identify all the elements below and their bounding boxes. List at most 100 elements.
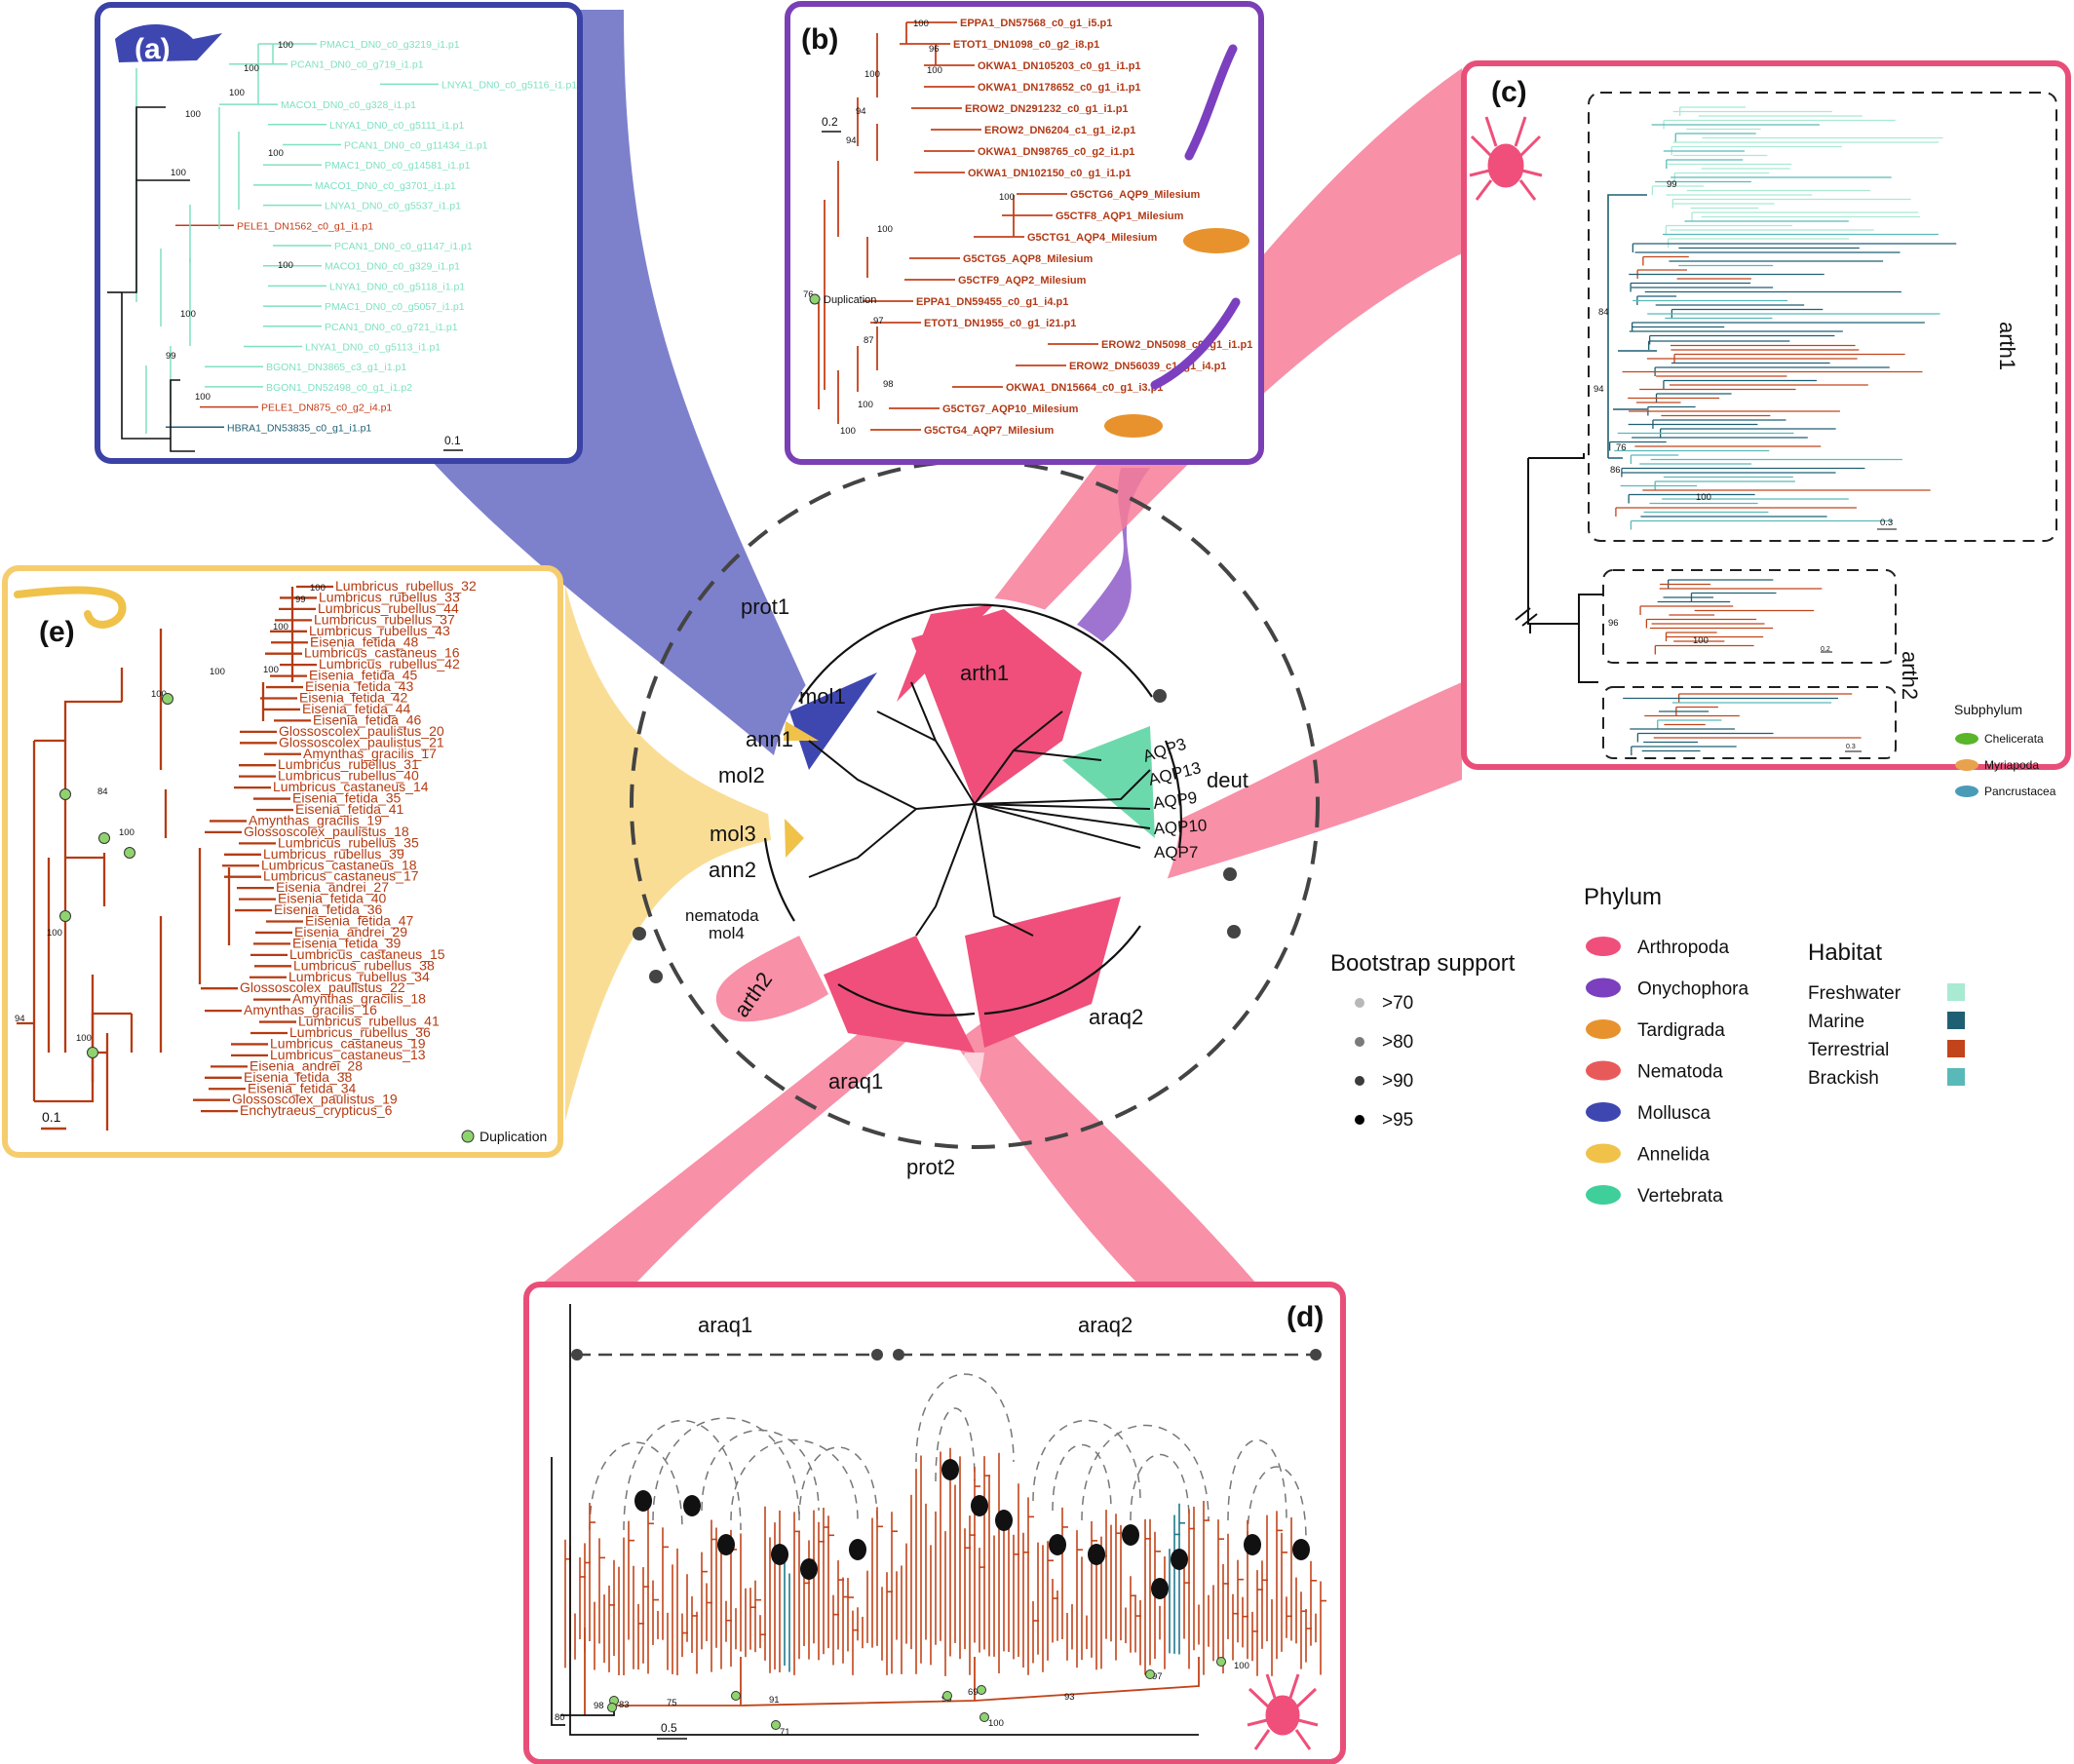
clade-label-ann2: ann2 <box>709 858 756 882</box>
tip-label: Eisenia_andrei_28 <box>250 1057 363 1073</box>
tip-label: Eisenia_fetida_39 <box>292 935 402 950</box>
support-value: 75 <box>667 1698 677 1708</box>
support-value: 76 <box>803 289 814 300</box>
support-value: 69 <box>968 1687 979 1698</box>
support-value: 99 <box>295 594 306 605</box>
dashed-arc <box>1052 1443 1112 1512</box>
bootstrap-title: Bootstrap support <box>1330 950 1516 977</box>
wedge-arth1b <box>897 604 994 702</box>
central-label-prot2: prot2 <box>906 1155 955 1179</box>
clade-label-araq1: araq1 <box>828 1069 883 1093</box>
duplication-marker <box>977 1685 986 1695</box>
duplication-marker <box>942 1691 952 1701</box>
support-value: 100 <box>263 665 279 675</box>
tip-label: PELE1_DN875_c0_g2_i4.p1 <box>261 403 392 414</box>
support-value: 94 <box>846 135 857 146</box>
duplication-marker <box>59 788 71 800</box>
duplication-marker <box>87 1047 98 1058</box>
dashed-arc <box>798 1446 878 1521</box>
tip-label: Eisenia_fetida_46 <box>313 711 422 727</box>
wedge-aqp <box>1062 726 1155 838</box>
duplication-marker <box>1145 1669 1155 1679</box>
tip-label: Glossoscolex_paulistus_19 <box>232 1092 398 1107</box>
panel-c: (c) arth1 arth2 99 84 94 76 86 100 96 10… <box>1461 60 2071 798</box>
tip-label: Amynthas_gracilis_18 <box>292 991 426 1007</box>
tip-label: Lumbricus_rubellus_33 <box>319 589 460 604</box>
bootstrap-label: >80 <box>1382 1032 1413 1053</box>
tip-label: Glossoscolex_paulistus_22 <box>240 979 405 995</box>
support-value: 100 <box>927 65 942 76</box>
tip-label: LNYA1_DN0_c0_g5113_i1.p1 <box>305 342 441 354</box>
tip-label: Lumbricus_rubellus_31 <box>278 756 419 772</box>
support-value: 100 <box>840 426 856 437</box>
panel-c-sup: 76 <box>1616 442 1627 453</box>
habitat-swatch <box>1947 1068 1965 1086</box>
wedge-ann2 <box>785 819 804 858</box>
tip-label: PCAN1_DN0_c0_g721_i1.p1 <box>325 322 458 333</box>
panel-c-sup: 99 <box>1667 179 1677 190</box>
tip-label: PCAN1_DN0_c0_g719_i1.p1 <box>290 59 424 71</box>
branch <box>34 700 122 743</box>
branch <box>170 439 195 452</box>
mollusca-icon <box>115 24 222 62</box>
branch <box>135 106 166 180</box>
tip-label: MACO1_DN0_c0_g3701_i1.p1 <box>315 180 456 192</box>
tip-label: Eisenia_fetida_36 <box>274 901 383 917</box>
tip-label: G5CTG4_AQP7_Milesium <box>924 425 1054 437</box>
phylum-icon <box>1586 978 1621 998</box>
phylum-label: Nematoda <box>1637 1062 1723 1083</box>
ribbon-d-right <box>955 1014 1267 1296</box>
panel-c-scale1: 0.3 <box>1880 518 1893 528</box>
panel-e-dup-label: Duplication <box>480 1129 547 1144</box>
tip-label: BGON1_DN52498_c0_g1_i1.p2 <box>266 382 412 394</box>
tip-label: HBRA1_DN53835_c0_g1_i1.p1 <box>227 422 371 434</box>
dashed-arc <box>935 1407 976 1482</box>
ribbon-e <box>565 585 780 1121</box>
legend-phylum: Phylum Arthropoda Onychophora Tardigrada Ne… <box>1584 884 1749 1207</box>
panel-b: (b) EPPA1_DN57568_c0_g1_i5.p1 ETOT1_DN109… <box>785 1 1264 465</box>
tip-label: Lumbricus_rubellus_44 <box>318 600 459 616</box>
tip-label: BGON1_DN3865_c3_g1_i1.p1 <box>266 362 406 373</box>
aqp-label-aqp10: AQP10 <box>1153 816 1208 838</box>
arachnid-icon <box>1151 1578 1169 1599</box>
bootstrap-label: >70 <box>1382 993 1413 1014</box>
support-value: 83 <box>619 1700 630 1710</box>
panel-c-scale3: 0.3 <box>1846 744 1856 750</box>
tip-label: Eisenia_fetida_41 <box>295 801 404 817</box>
clade-label-ann1: ann1 <box>746 727 793 751</box>
phylum-title: Phylum <box>1584 884 1662 910</box>
branch <box>170 379 180 439</box>
support-value: 100 <box>1234 1661 1249 1671</box>
tip-label: Eisenia_fetida_42 <box>299 690 408 706</box>
tip-label: Glossoscolex_paulistus_18 <box>244 824 409 839</box>
tip-label: Lumbricus_rubellus_39 <box>263 846 404 862</box>
tip-label: G5CTG5_AQP8_Milesium <box>963 253 1093 265</box>
subphylum-icon <box>1955 786 1978 797</box>
duplication-marker <box>771 1720 781 1730</box>
support-value: 94 <box>856 106 866 117</box>
tip-label: Eisenia_andrei_29 <box>294 924 407 940</box>
panel-b-scale: 0.2 <box>822 115 838 129</box>
support-value: 100 <box>864 69 880 80</box>
panel-a-tag: (a) <box>134 33 171 65</box>
bootstrap-label: >95 <box>1382 1110 1413 1131</box>
clade-label-mol2: mol2 <box>718 763 765 787</box>
phylum-icon <box>1586 1102 1621 1122</box>
tip-label: OKWA1_DN15664_c0_g1_i3.p1 <box>1006 382 1163 394</box>
panel-d-tag: (d) <box>1287 1301 1324 1333</box>
phylum-label: Onychophora <box>1637 979 1749 1000</box>
tip-label: Lumbricus_rubellus_34 <box>288 969 430 984</box>
tip-label: Eisenia_fetida_40 <box>278 891 387 906</box>
support-value: 100 <box>858 400 873 410</box>
support-value: 100 <box>877 224 893 235</box>
subphylum-label: Myriapoda <box>1984 758 2039 772</box>
tip-label: Lumbricus_rubellus_41 <box>298 1014 440 1029</box>
arachnid-icon <box>1122 1524 1139 1546</box>
panel-e-scale: 0.1 <box>42 1109 61 1125</box>
support-value: 100 <box>273 622 288 633</box>
bootstrap-dot <box>1355 1115 1364 1125</box>
arachnid-icon <box>995 1510 1013 1531</box>
panel-d: (d) araq1 araq2 809883759196699310097100… <box>523 1282 1346 1764</box>
arachnid-icon <box>1292 1539 1310 1560</box>
tip-label: Amynthas_gracilis_17 <box>303 746 437 761</box>
